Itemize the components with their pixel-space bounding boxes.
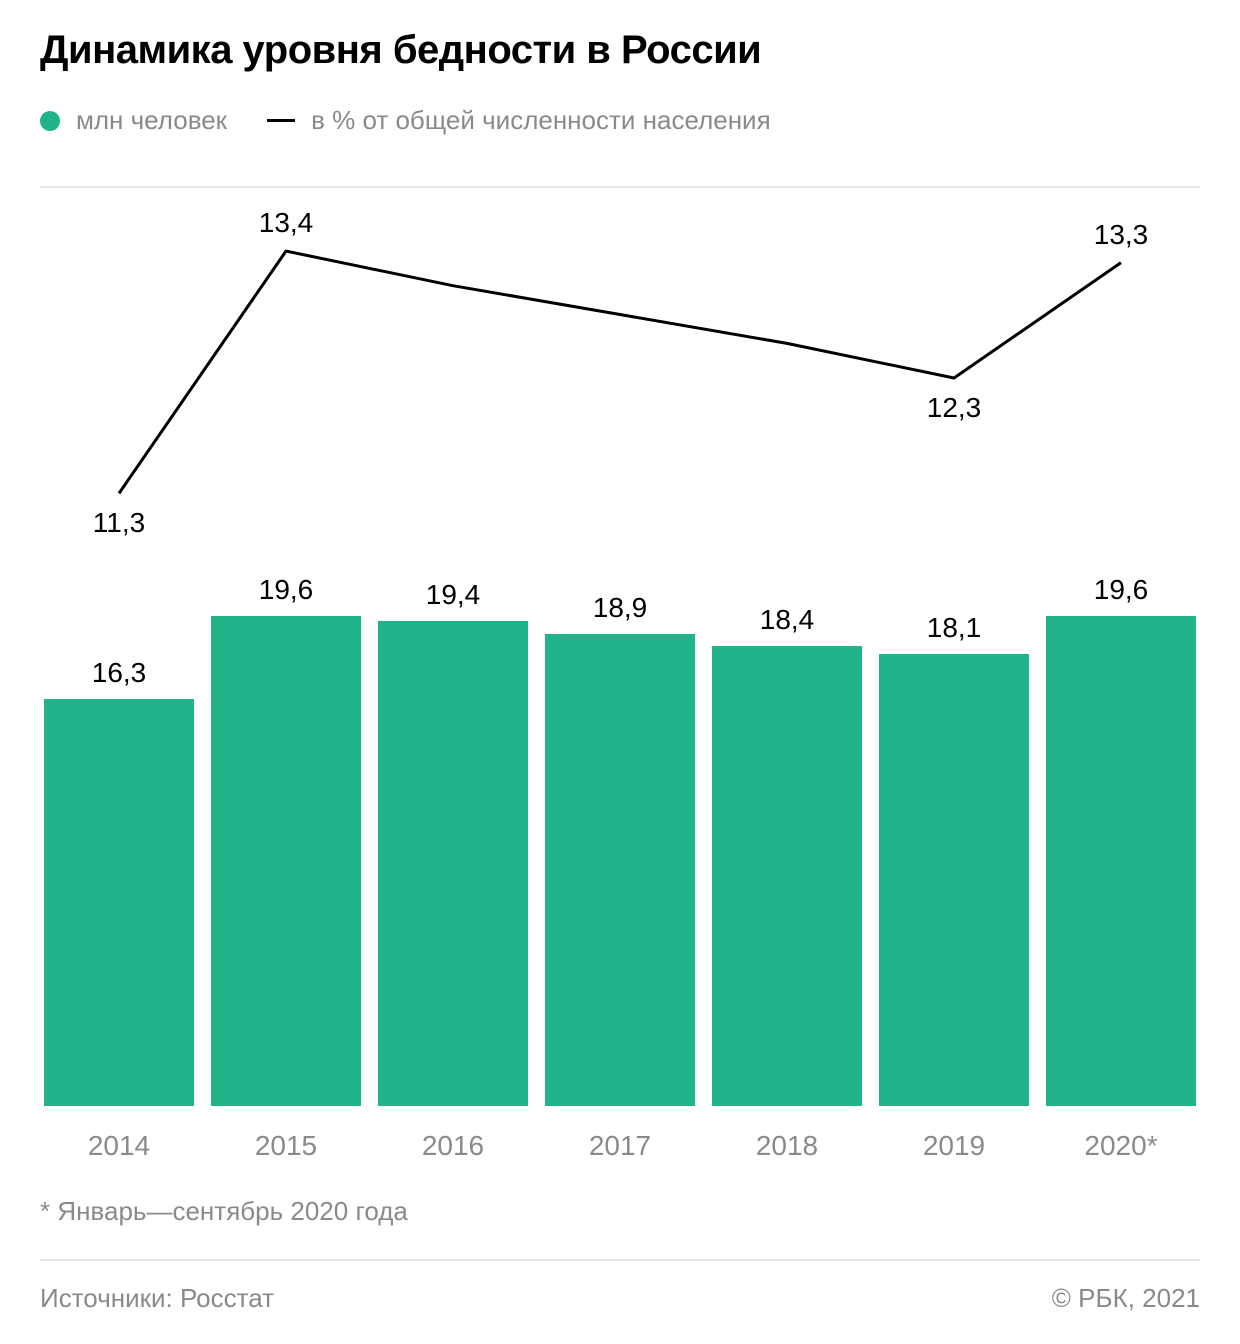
bar-column: 19,4 [378, 579, 528, 1106]
legend-dot-icon [40, 111, 60, 131]
line-value-label: 11,3 [93, 507, 145, 539]
bar [1046, 616, 1196, 1106]
x-axis-label: 2020* [1046, 1130, 1196, 1162]
bar-column: 16,3 [44, 657, 194, 1107]
footer: Источники: Росстат © РБК, 2021 [40, 1259, 1200, 1314]
bar-value-label: 18,9 [593, 592, 648, 624]
x-axis: 2014 2015 2016 2017 2018 2019 2020* [40, 1106, 1200, 1162]
bar-value-label: 19,6 [1094, 574, 1149, 606]
bar-value-label: 16,3 [92, 657, 147, 689]
bar [879, 654, 1029, 1107]
bar-value-label: 19,6 [259, 574, 314, 606]
legend-item-line: в % от общей численности населения [267, 105, 771, 136]
x-axis-label: 2018 [712, 1130, 862, 1162]
bar-column: 19,6 [1046, 574, 1196, 1106]
bar-column: 18,9 [545, 592, 695, 1107]
line-chart-area: 11,3 13,4 12,3 13,3 [40, 188, 1200, 568]
bar [44, 699, 194, 1107]
legend-label-line: в % от общей численности населения [311, 105, 771, 136]
bar-value-label: 19,4 [426, 579, 481, 611]
credit-label: © РБК, 2021 [1052, 1283, 1200, 1314]
x-axis-label: 2019 [879, 1130, 1029, 1162]
bar-column: 18,1 [879, 612, 1029, 1107]
x-axis-label: 2015 [211, 1130, 361, 1162]
legend-label-bars: млн человек [76, 105, 227, 136]
bar [712, 646, 862, 1106]
bar-column: 19,6 [211, 574, 361, 1106]
source-label: Источники: Росстат [40, 1283, 274, 1314]
legend: млн человек в % от общей численности нас… [40, 105, 1200, 136]
bar-column: 18,4 [712, 604, 862, 1106]
footnote: * Январь—сентябрь 2020 года [40, 1196, 1200, 1227]
bar [545, 634, 695, 1107]
x-axis-label: 2017 [545, 1130, 695, 1162]
line-value-label: 13,4 [259, 207, 314, 239]
bar-value-label: 18,1 [927, 612, 982, 644]
legend-item-bars: млн человек [40, 105, 227, 136]
bar-chart-area: 16,3 19,6 19,4 18,9 18,4 18,1 19,6 [40, 566, 1200, 1106]
bar [211, 616, 361, 1106]
line-value-label: 12,3 [927, 392, 982, 424]
x-axis-label: 2014 [44, 1130, 194, 1162]
x-axis-label: 2016 [378, 1130, 528, 1162]
bar [378, 621, 528, 1106]
chart-area: 11,3 13,4 12,3 13,3 16,3 19,6 19,4 18,9 18,4 18,… [40, 186, 1200, 1106]
line-labels: 11,3 13,4 12,3 13,3 [40, 188, 1200, 568]
legend-dash-icon [267, 119, 295, 122]
line-value-label: 13,3 [1094, 219, 1149, 251]
chart-title: Динамика уровня бедности в России [40, 28, 1200, 73]
bar-value-label: 18,4 [760, 604, 815, 636]
